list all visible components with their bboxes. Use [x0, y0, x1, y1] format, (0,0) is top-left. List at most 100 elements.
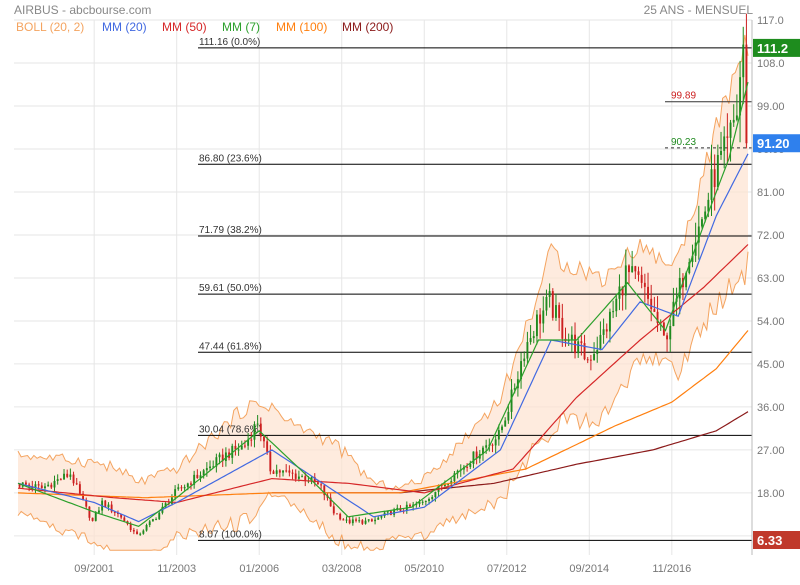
y-tick-label: 63.00 [757, 273, 785, 285]
candle-body [250, 439, 253, 441]
candle-body [247, 439, 250, 446]
candle-body [523, 358, 526, 362]
candle-body [136, 531, 138, 535]
candle-body [107, 504, 110, 508]
candle-body [548, 291, 551, 297]
candle-body [18, 483, 21, 487]
candle-body [497, 430, 500, 440]
x-tick-label: 05/2010 [404, 563, 444, 575]
candle-body [475, 451, 478, 459]
candle-body [393, 509, 396, 515]
candle-body [615, 298, 618, 312]
candle-body [278, 470, 281, 473]
candle-body [91, 517, 94, 521]
candle-body [139, 533, 142, 535]
candle-body [421, 501, 424, 503]
candle-body [316, 482, 319, 485]
candle-body [253, 424, 256, 440]
candle-body [669, 326, 672, 340]
candle-body [148, 521, 151, 526]
candle-body [145, 525, 148, 531]
y-tick-label: 36.00 [757, 402, 785, 414]
candle-body [75, 483, 78, 485]
candle-body [190, 483, 192, 485]
candle-body [377, 517, 380, 520]
candle-body [28, 484, 31, 487]
candle-body [320, 484, 323, 486]
candle-body [104, 500, 107, 508]
moving-average-layer [17, 81, 749, 527]
fibonacci-label: 111.16 (0.0%) [199, 37, 260, 48]
candle-body [37, 484, 40, 486]
candle-body [631, 266, 634, 273]
candle-body [332, 506, 335, 514]
legend-item: MM (100) [276, 20, 327, 34]
candle-body [259, 423, 262, 437]
candle-body [110, 504, 113, 512]
candle-body [593, 354, 596, 360]
candle-body [342, 519, 345, 521]
price-badge-low [753, 531, 800, 549]
candle-body [59, 479, 62, 481]
candle-body [72, 474, 75, 484]
y-tick-label: 27.00 [757, 445, 785, 457]
candle-body [469, 463, 472, 467]
x-tick-label: 11/2016 [652, 563, 691, 575]
candle-body [688, 262, 691, 274]
candle-body [158, 512, 161, 520]
candle-body [180, 487, 183, 489]
candle-body [723, 136, 726, 151]
candle-body [285, 470, 288, 472]
bollinger-band-layer [17, 34, 749, 552]
candle-body [561, 317, 564, 339]
bollinger-upper [17, 34, 749, 491]
candle-body [123, 517, 126, 522]
candle-body [694, 242, 697, 256]
x-tick-label: 07/2012 [487, 563, 527, 575]
candle-body [580, 341, 583, 344]
candle-body [485, 445, 488, 448]
candle-body [482, 447, 484, 455]
candle-body [329, 497, 332, 507]
candle-body [288, 470, 291, 473]
candle-body [742, 44, 745, 78]
fibonacci-label: 86.80 (23.6%) [199, 153, 262, 164]
bollinger-fill [18, 34, 748, 551]
candle-body [129, 524, 132, 531]
fibonacci-label: 59.61 (50.0%) [199, 283, 262, 294]
candle-body [351, 519, 354, 524]
candle-body [348, 519, 351, 524]
candle-body [355, 519, 357, 521]
candle-body [704, 211, 707, 220]
candle-body [370, 519, 373, 522]
candle-body [637, 271, 640, 275]
candle-body [542, 310, 545, 324]
candle-body [666, 335, 669, 340]
legend-item: BOLL (20, 2) [16, 20, 84, 34]
candle-body [710, 169, 713, 200]
candle-body [494, 439, 497, 446]
candle-body [164, 503, 167, 507]
candle-body [196, 474, 199, 479]
candle-body [66, 473, 69, 477]
candle-body [218, 454, 221, 458]
y-tick-label: 72.00 [757, 230, 785, 242]
ma-50-line [17, 244, 749, 504]
candle-body [555, 305, 557, 318]
candle-body [513, 388, 516, 390]
candle-body [231, 445, 234, 458]
candle-body [532, 336, 535, 339]
candle-body [739, 77, 742, 116]
candle-body [539, 314, 542, 324]
y-tick-label: 108.0 [757, 58, 785, 70]
chart-period: 25 ANS - MENSUEL [644, 3, 754, 17]
candle-body [205, 468, 208, 471]
x-tick-label: 03/2008 [322, 563, 362, 575]
candle-body [589, 359, 592, 361]
x-tick-label: 11/2003 [157, 563, 196, 575]
candle-body [713, 169, 716, 188]
candle-body [215, 457, 218, 467]
candle-body [647, 286, 649, 299]
candle-body [85, 499, 88, 507]
legend-item: MM (200) [342, 20, 393, 34]
